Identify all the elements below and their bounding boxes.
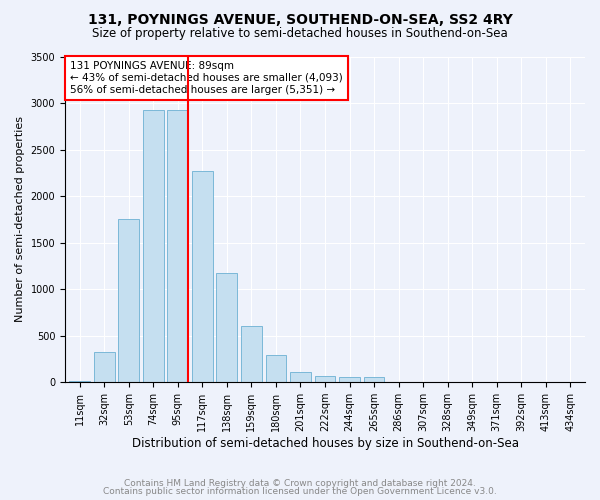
Bar [118,220,139,382]
Text: 131 POYNINGS AVENUE: 89sqm
← 43% of semi-detached houses are smaller (4,093)
56%: 131 POYNINGS AVENUE: 89sqm ← 43% of semi… [70,62,343,94]
Bar [143,110,164,382]
Bar [266,355,286,382]
Bar [314,376,335,382]
Text: 131, POYNINGS AVENUE, SOUTHEND-ON-SEA, SS2 4RY: 131, POYNINGS AVENUE, SOUTHEND-ON-SEA, S… [88,12,512,26]
Bar [339,377,360,382]
Text: Contains public sector information licensed under the Open Government Licence v3: Contains public sector information licen… [103,487,497,496]
Text: Size of property relative to semi-detached houses in Southend-on-Sea: Size of property relative to semi-detach… [92,28,508,40]
Bar [94,352,115,382]
Bar [217,274,238,382]
Bar [241,326,262,382]
Text: Contains HM Land Registry data © Crown copyright and database right 2024.: Contains HM Land Registry data © Crown c… [124,478,476,488]
Bar [290,372,311,382]
Bar [192,171,213,382]
Y-axis label: Number of semi-detached properties: Number of semi-detached properties [15,116,25,322]
Bar [167,110,188,382]
X-axis label: Distribution of semi-detached houses by size in Southend-on-Sea: Distribution of semi-detached houses by … [131,437,518,450]
Bar [364,377,385,382]
